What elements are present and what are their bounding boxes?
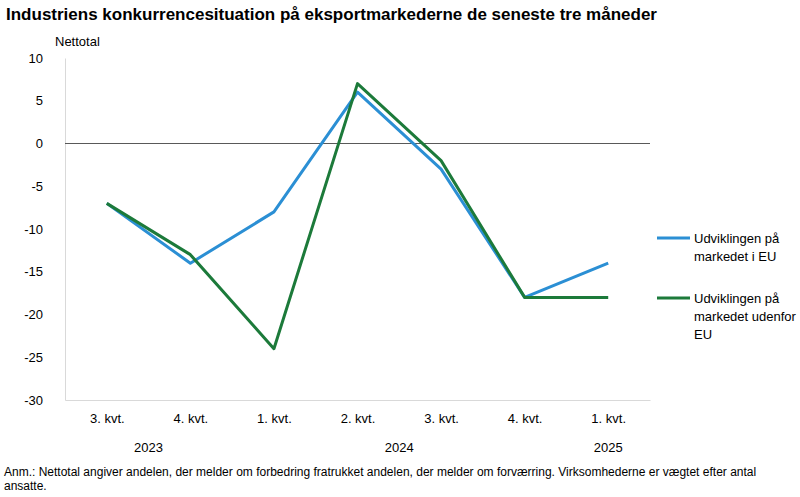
x-tick-label: 3. kvt. [90,411,125,426]
text-line: Udviklingen på [694,231,780,246]
title: Industriens konkurrencesituation på eksp… [6,5,657,24]
y-axis-line [65,59,66,401]
text-line: Udviklingen på [694,291,780,306]
x-tick: 3. kvt. [424,400,459,426]
x-axis-line [66,400,651,401]
x-tick: 2. kvt. [341,400,376,426]
x-tick: 1. kvt. [257,400,292,426]
text-line: EU [694,327,712,342]
y-tick: -15 [24,264,65,279]
y-tick-label: -10 [24,222,43,237]
y-tick: 5 [36,93,65,108]
series-line [107,92,608,297]
y-tick: -5 [31,179,65,194]
y-tick-label: -25 [24,350,43,365]
x-tick-label: 4. kvt. [508,411,543,426]
plot-area [65,84,650,349]
chart: Industriens konkurrencesituation på eksp… [0,0,800,497]
text-line: markedet i EU [694,249,776,264]
text-line: Anm.: Nettotal angiver andelen, der meld… [4,465,756,479]
legend: Udviklingen påmarkedet i EUUdviklingen p… [657,231,797,342]
x-tick-label: 2. kvt. [341,411,376,426]
text-line: markedet udenfor [694,309,797,324]
reference-line [65,143,650,144]
year-label: 2024 [385,440,414,455]
year-label: 2025 [594,440,623,455]
text-line: ansatte. [4,479,47,493]
y-axis: -30 -25 -20 -15 -10 -5 0 5 10 [24,51,65,408]
legend-label: Udviklingen på markedet udenfor EU [694,291,797,342]
x-tick: 1. kvt. [591,400,626,426]
x-tick: 3. kvt. [90,400,125,426]
x-tick-label: 4. kvt. [174,411,209,426]
x-tick: 4. kvt. [174,400,209,426]
y-axis-title: Nettotal [55,34,100,49]
series-line [107,84,608,349]
note: Anm.: Nettotal angiver andelen, der meld… [4,465,756,493]
y-tick: -30 [24,393,65,408]
y-tick: -20 [24,307,65,322]
y-tick-label: 10 [29,51,43,66]
y-tick-label: -5 [31,179,43,194]
y-tick-label: 0 [36,136,43,151]
x-tick-label: 3. kvt. [424,411,459,426]
legend-swatch [657,237,690,240]
y-tick-label: -30 [24,393,43,408]
y-tick: 0 [36,136,65,151]
x-tick: 4. kvt. [508,400,543,426]
y-tick-label: -15 [24,264,43,279]
x-tick-label: 1. kvt. [591,411,626,426]
x-axis: 3. kvt. 4. kvt. 1. kvt. 2. kvt. 3. kvt. 4. kv… [66,400,651,426]
legend-label: Udviklingen på markedet i EU [694,231,780,264]
y-tick: 10 [29,51,65,66]
y-tick: -25 [24,350,65,365]
y-tick-label: 5 [36,93,43,108]
year-label: 2023 [134,440,163,455]
y-tick: -10 [24,222,65,237]
legend-swatch [657,297,690,300]
x-tick-label: 1. kvt. [257,411,292,426]
y-tick-label: -20 [24,307,43,322]
